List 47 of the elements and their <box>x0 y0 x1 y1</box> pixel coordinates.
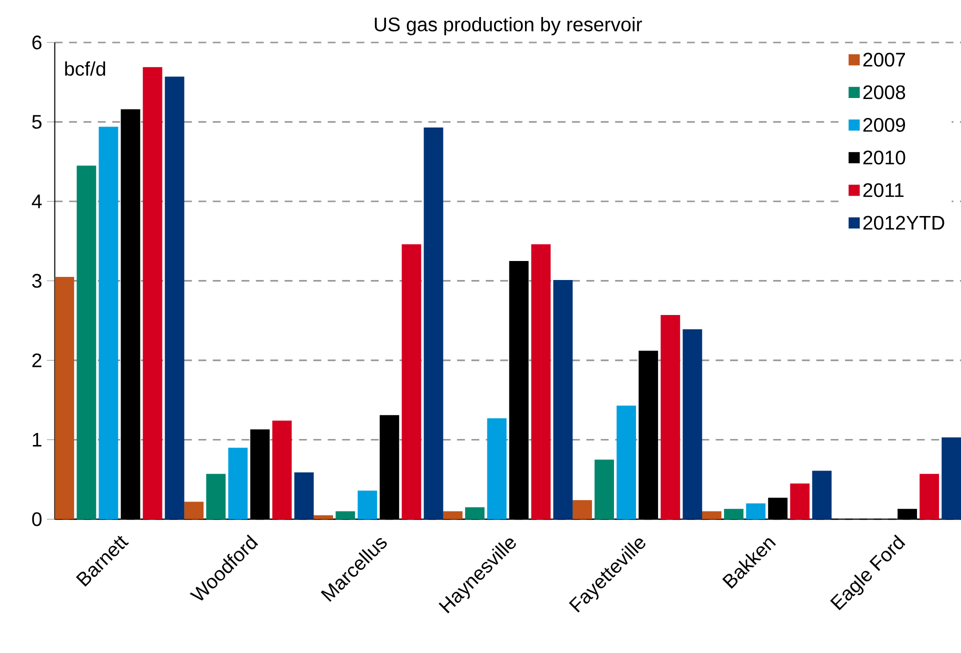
bar <box>702 511 722 520</box>
bar <box>54 276 74 520</box>
bar <box>790 483 810 520</box>
y-axis-title: bcf/d <box>65 61 106 76</box>
bar <box>572 500 592 520</box>
bar <box>76 166 96 520</box>
legend-label: 2007 <box>863 52 905 66</box>
y-tick-label: 1 <box>32 432 42 446</box>
bar <box>724 508 744 520</box>
bar <box>314 515 334 520</box>
bar <box>682 329 702 520</box>
bar <box>812 470 832 520</box>
y-tick-label: 5 <box>32 114 42 129</box>
bar <box>942 437 961 520</box>
bar <box>336 511 356 520</box>
y-tick-label: 4 <box>32 194 42 208</box>
bar <box>272 420 292 520</box>
bar <box>184 502 204 520</box>
y-tick-label: 6 <box>32 35 42 50</box>
bar <box>594 459 614 520</box>
bar <box>228 448 248 520</box>
bar <box>206 474 226 520</box>
bar <box>358 490 378 520</box>
legend-label: 2010 <box>863 150 906 164</box>
bar <box>142 66 162 520</box>
y-tick-label: 3 <box>32 274 42 288</box>
bar <box>98 126 118 520</box>
bar <box>920 474 940 520</box>
bar <box>294 472 314 520</box>
y-tick-label: 0 <box>32 512 42 526</box>
legend-label: 2009 <box>863 118 906 132</box>
legend-label: 2011 <box>863 183 904 197</box>
legend-label: 2012YTD <box>863 216 944 230</box>
bar <box>164 76 184 520</box>
bar <box>531 244 551 520</box>
bar <box>424 127 444 520</box>
bar <box>443 511 463 520</box>
bar <box>616 405 636 520</box>
bar <box>402 244 422 520</box>
bar <box>487 418 507 520</box>
legend-label: 2008 <box>863 85 906 100</box>
chart-title: US gas production by reservoir <box>374 16 642 36</box>
bar <box>465 507 485 520</box>
y-tick-label: 2 <box>32 353 42 368</box>
bar <box>553 280 573 520</box>
bar <box>746 503 766 520</box>
bar <box>660 314 680 520</box>
